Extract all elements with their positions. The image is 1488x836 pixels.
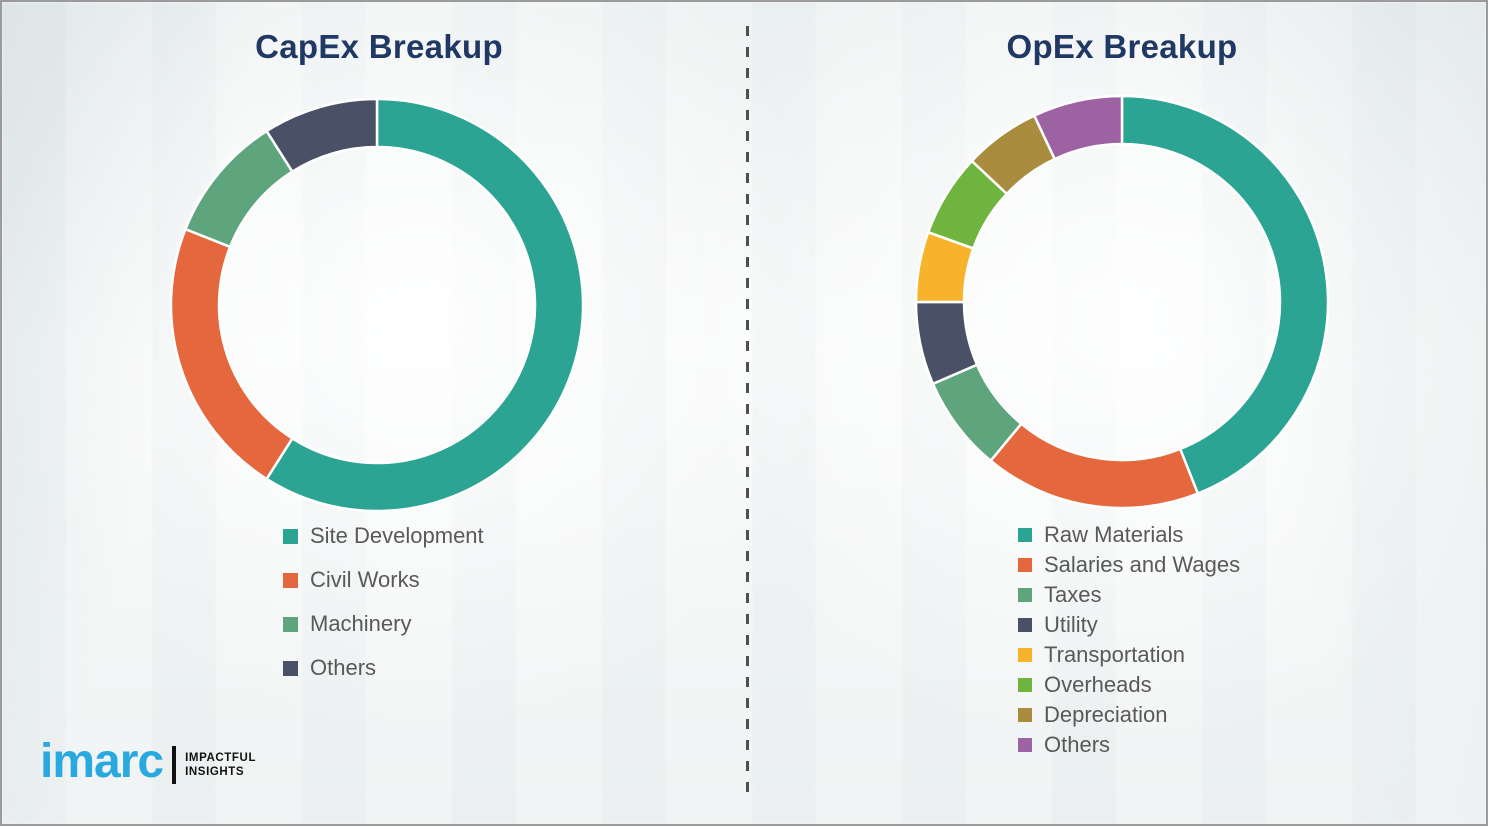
imarc-logo: imarc IMPACTFUL INSIGHTS	[40, 738, 256, 786]
legend-item: Taxes	[1018, 580, 1240, 610]
dashed-divider	[746, 26, 749, 792]
imarc-wordmark: imarc	[40, 735, 164, 788]
capex-chart-title: CapEx Breakup	[255, 28, 503, 65]
legend-label: Civil Works	[310, 567, 420, 592]
capex-legend: Site Development Civil Works Machinery Othe…	[283, 514, 484, 690]
legend-swatch	[283, 660, 298, 676]
legend-label: Depreciation	[1044, 702, 1168, 727]
legend-label: Salaries and Wages	[1044, 552, 1241, 577]
legend-label: Overheads	[1044, 672, 1152, 697]
legend-label: Machinery	[310, 611, 412, 636]
legend-item: Overheads	[1018, 670, 1240, 700]
legend-label: Others	[1044, 732, 1111, 757]
legend-item: Salaries and Wages	[1018, 550, 1240, 580]
legend-item: Others	[1018, 730, 1240, 760]
opex-donut-chart	[914, 94, 1330, 510]
logo-tagline: IMPACTFUL INSIGHTS	[185, 751, 256, 779]
capex-donut-chart	[169, 97, 585, 513]
legend-label: Taxes	[1044, 582, 1102, 607]
opex-chart-title: OpEx Breakup	[1006, 28, 1238, 65]
legend-item: Site Development	[283, 514, 484, 558]
legend-item: Civil Works	[283, 558, 484, 602]
legend-swatch	[1018, 708, 1032, 722]
legend-label: Transportation	[1044, 642, 1186, 667]
donut-segment	[1120, 94, 1330, 496]
legend-swatch	[1018, 528, 1032, 542]
legend-item: Raw Materials	[1018, 520, 1240, 550]
legend-item: Transportation	[1018, 640, 1240, 670]
legend-swatch	[283, 616, 298, 632]
logo-divider-bar	[172, 746, 177, 784]
donut-segment	[264, 97, 379, 174]
opex-legend: Raw Materials Salaries and Wages Taxes Util…	[1018, 520, 1240, 760]
logo-tagline-line2: INSIGHTS	[185, 766, 245, 778]
legend-label: Site Development	[310, 523, 484, 548]
donut-segment	[1032, 94, 1124, 161]
legend-swatch	[283, 528, 298, 544]
legend-label: Raw Materials	[1044, 522, 1184, 547]
legend-swatch	[1018, 558, 1032, 572]
legend-item: Others	[283, 646, 484, 690]
legend-label: Utility	[1044, 612, 1098, 637]
legend-swatch	[1018, 618, 1032, 632]
legend-item: Utility	[1018, 610, 1240, 640]
legend-swatch	[1018, 588, 1032, 602]
legend-item: Depreciation	[1018, 700, 1240, 730]
legend-swatch	[1018, 648, 1032, 662]
legend-swatch	[1018, 678, 1032, 692]
legend-swatch	[1018, 738, 1032, 752]
legend-label: Others	[310, 655, 377, 680]
legend-item: Machinery	[283, 602, 484, 646]
donut-segment	[988, 421, 1200, 510]
donut-segment	[264, 97, 585, 513]
legend-swatch	[283, 572, 298, 588]
donut-segment	[169, 227, 295, 481]
logo-tagline-line1: IMPACTFUL	[185, 752, 257, 764]
